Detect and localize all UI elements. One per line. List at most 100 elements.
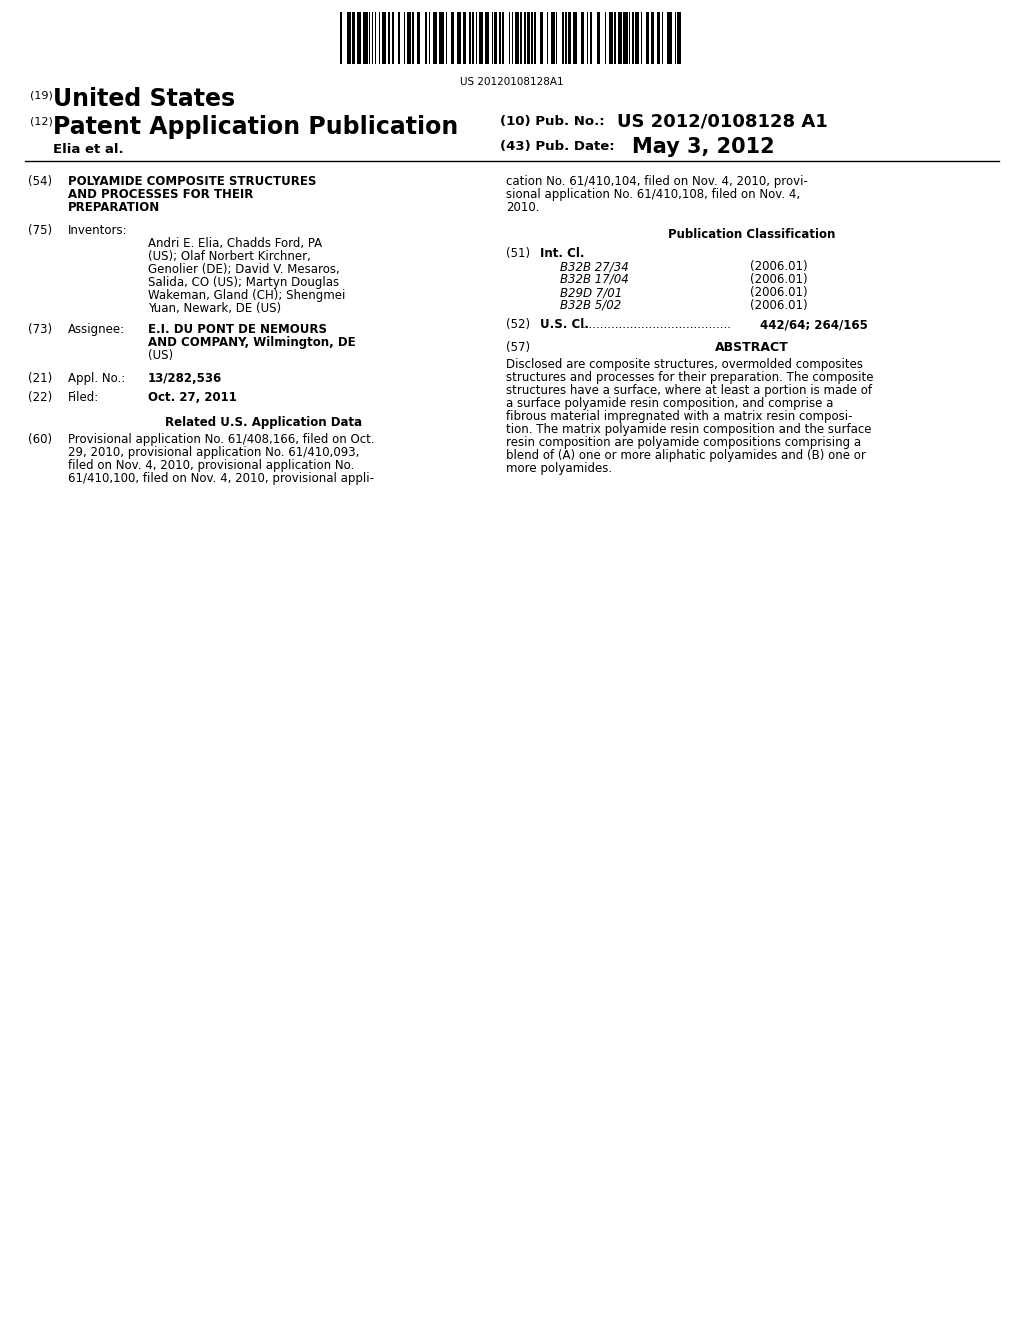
Bar xyxy=(439,12,443,63)
Bar xyxy=(340,12,342,63)
Bar xyxy=(485,12,488,63)
Bar xyxy=(662,12,663,63)
Bar xyxy=(530,12,532,63)
Text: 442/64; 264/165: 442/64; 264/165 xyxy=(760,318,868,331)
Text: Genolier (DE); David V. Mesaros,: Genolier (DE); David V. Mesaros, xyxy=(148,263,340,276)
Bar xyxy=(617,12,623,63)
Text: POLYAMIDE COMPOSITE STRUCTURES: POLYAMIDE COMPOSITE STRUCTURES xyxy=(68,176,316,187)
Bar xyxy=(369,12,370,63)
Bar xyxy=(392,12,394,63)
Text: (19): (19) xyxy=(30,90,53,100)
Bar xyxy=(556,12,557,63)
Bar xyxy=(388,12,389,63)
Bar xyxy=(398,12,399,63)
Bar xyxy=(572,12,577,63)
Text: Related U.S. Application Data: Related U.S. Application Data xyxy=(166,416,362,429)
Text: United States: United States xyxy=(53,87,236,111)
Bar xyxy=(657,12,659,63)
Text: (52): (52) xyxy=(506,318,530,331)
Text: (US); Olaf Norbert Kirchner,: (US); Olaf Norbert Kirchner, xyxy=(148,249,311,263)
Bar xyxy=(475,12,477,63)
Bar xyxy=(614,12,615,63)
Text: AND COMPANY, Wilmington, DE: AND COMPANY, Wilmington, DE xyxy=(148,337,355,348)
Text: (US): (US) xyxy=(148,348,173,362)
Bar xyxy=(609,12,613,63)
Text: cation No. 61/410,104, filed on Nov. 4, 2010, provi-: cation No. 61/410,104, filed on Nov. 4, … xyxy=(506,176,808,187)
Text: (2006.01): (2006.01) xyxy=(750,300,808,312)
Bar xyxy=(629,12,630,63)
Text: E.I. DU PONT DE NEMOURS: E.I. DU PONT DE NEMOURS xyxy=(148,323,327,337)
Bar xyxy=(677,12,681,63)
Bar xyxy=(379,12,380,63)
Text: US 2012/0108128 A1: US 2012/0108128 A1 xyxy=(617,114,827,131)
Text: PREPARATION: PREPARATION xyxy=(68,201,160,214)
Text: tion. The matrix polyamide resin composition and the surface: tion. The matrix polyamide resin composi… xyxy=(506,422,871,436)
Bar xyxy=(561,12,564,63)
Text: Oct. 27, 2011: Oct. 27, 2011 xyxy=(148,391,237,404)
Text: ........................................: ........................................ xyxy=(582,318,732,331)
Bar xyxy=(356,12,360,63)
Text: 61/410,100, filed on Nov. 4, 2010, provisional appli-: 61/410,100, filed on Nov. 4, 2010, provi… xyxy=(68,473,374,484)
Bar xyxy=(495,12,497,63)
Bar xyxy=(375,12,377,63)
Bar xyxy=(597,12,600,63)
Bar xyxy=(646,12,648,63)
Bar xyxy=(624,12,628,63)
Bar xyxy=(668,12,672,63)
Text: Elia et al.: Elia et al. xyxy=(53,143,124,156)
Bar xyxy=(372,12,373,63)
Bar xyxy=(472,12,474,63)
Text: Int. Cl.: Int. Cl. xyxy=(540,247,585,260)
Text: (43) Pub. Date:: (43) Pub. Date: xyxy=(500,140,614,153)
Text: Inventors:: Inventors: xyxy=(68,224,128,238)
Text: Filed:: Filed: xyxy=(68,391,99,404)
Bar xyxy=(403,12,406,63)
Bar xyxy=(636,12,639,63)
Bar xyxy=(512,12,513,63)
Text: (12): (12) xyxy=(30,117,53,127)
Bar xyxy=(425,12,427,63)
Bar xyxy=(568,12,571,63)
Bar xyxy=(479,12,483,63)
Text: (51): (51) xyxy=(506,247,530,260)
Bar xyxy=(352,12,355,63)
Text: Salida, CO (US); Martyn Douglas: Salida, CO (US); Martyn Douglas xyxy=(148,276,339,289)
Bar xyxy=(364,12,368,63)
Bar xyxy=(547,12,548,63)
Bar xyxy=(534,12,537,63)
Bar xyxy=(587,12,588,63)
Text: Provisional application No. 61/408,166, filed on Oct.: Provisional application No. 61/408,166, … xyxy=(68,433,375,446)
Text: (54): (54) xyxy=(28,176,52,187)
Text: (2006.01): (2006.01) xyxy=(750,260,808,273)
Text: (21): (21) xyxy=(28,372,52,385)
Text: Publication Classification: Publication Classification xyxy=(669,228,836,242)
Text: B32B 27/34: B32B 27/34 xyxy=(560,260,629,273)
Text: 13/282,536: 13/282,536 xyxy=(148,372,222,385)
Text: US 20120108128A1: US 20120108128A1 xyxy=(460,77,564,87)
Text: B32B 17/04: B32B 17/04 xyxy=(560,273,629,286)
Text: 29, 2010, provisional application No. 61/410,093,: 29, 2010, provisional application No. 61… xyxy=(68,446,359,459)
Bar xyxy=(604,12,605,63)
Bar xyxy=(519,12,522,63)
Text: filed on Nov. 4, 2010, provisional application No.: filed on Nov. 4, 2010, provisional appli… xyxy=(68,459,354,473)
Text: more polyamides.: more polyamides. xyxy=(506,462,612,475)
Bar xyxy=(565,12,567,63)
Text: (2006.01): (2006.01) xyxy=(750,273,808,286)
Bar xyxy=(464,12,466,63)
Bar xyxy=(527,12,529,63)
Text: (22): (22) xyxy=(28,391,52,404)
Text: resin composition are polyamide compositions comprising a: resin composition are polyamide composit… xyxy=(506,436,861,449)
Bar xyxy=(502,12,504,63)
Text: Patent Application Publication: Patent Application Publication xyxy=(53,115,459,139)
Bar xyxy=(675,12,676,63)
Bar xyxy=(469,12,471,63)
Text: ABSTRACT: ABSTRACT xyxy=(715,341,788,354)
Bar xyxy=(524,12,526,63)
Text: blend of (A) one or more aliphatic polyamides and (B) one or: blend of (A) one or more aliphatic polya… xyxy=(506,449,866,462)
Bar xyxy=(445,12,446,63)
Text: U.S. Cl.: U.S. Cl. xyxy=(540,318,589,331)
Bar xyxy=(582,12,584,63)
Bar xyxy=(499,12,501,63)
Text: (75): (75) xyxy=(28,224,52,238)
Text: (57): (57) xyxy=(506,341,530,354)
